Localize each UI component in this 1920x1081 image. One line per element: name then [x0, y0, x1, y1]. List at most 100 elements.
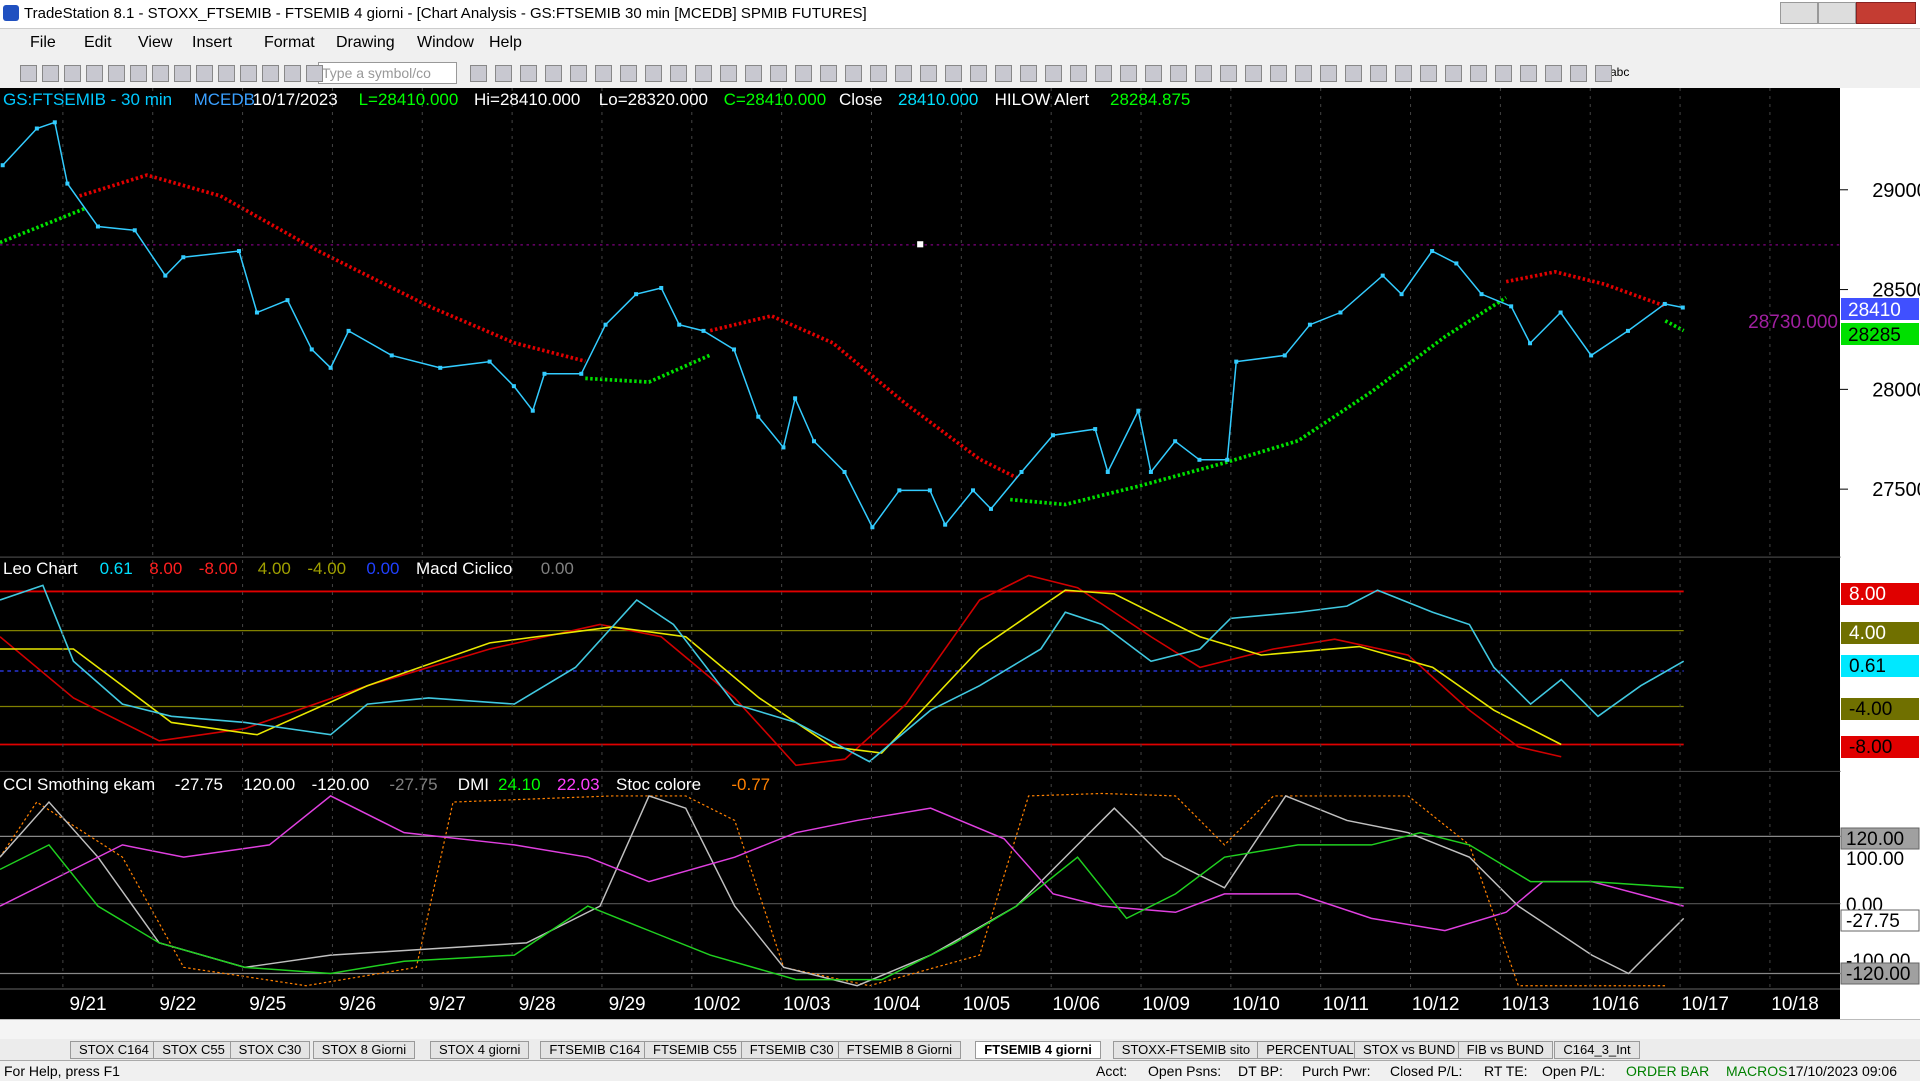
toolbar-button[interactable] — [995, 65, 1012, 82]
toolbar-button[interactable] — [820, 65, 837, 82]
toolbar-button[interactable] — [570, 65, 587, 82]
toolbar-button[interactable] — [284, 65, 301, 82]
toolbar-button[interactable] — [64, 65, 81, 82]
tab[interactable]: FTSEMIB C55 — [644, 1041, 746, 1059]
leo-axis-label: 8.00 — [1849, 584, 1886, 605]
status-text[interactable]: MACROS — [1726, 1063, 1788, 1079]
hilow-down — [1505, 269, 1666, 308]
toolbar-button[interactable] — [174, 65, 191, 82]
toolbar-button[interactable] — [495, 65, 512, 82]
tab[interactable]: STOX C30 — [229, 1041, 311, 1059]
toolbar-button[interactable] — [1445, 65, 1462, 82]
menu-item[interactable]: Window — [417, 34, 474, 51]
toolbar-button[interactable] — [770, 65, 787, 82]
tab[interactable]: STOX vs BUND — [1354, 1041, 1465, 1059]
toolbar-button[interactable] — [645, 65, 662, 82]
status-text: 17/10/2023 09:06 — [1788, 1063, 1897, 1079]
toolbar-button[interactable] — [240, 65, 257, 82]
toolbar-button[interactable] — [695, 65, 712, 82]
toolbar-button[interactable] — [1420, 65, 1437, 82]
tab[interactable]: STOX 4 giorni — [430, 1041, 530, 1059]
toolbar-button[interactable] — [1245, 65, 1262, 82]
text-tool[interactable]: abc — [1610, 65, 1630, 79]
toolbar-button[interactable] — [620, 65, 637, 82]
toolbar-button[interactable] — [20, 65, 37, 82]
toolbar-button[interactable] — [1520, 65, 1537, 82]
toolbar-button[interactable] — [1545, 65, 1562, 82]
toolbar-button[interactable] — [545, 65, 562, 82]
toolbar-button[interactable] — [720, 65, 737, 82]
toolbar-button[interactable] — [1320, 65, 1337, 82]
tab[interactable]: STOX C55 — [153, 1041, 234, 1059]
tab[interactable]: FTSEMIB 8 Giorni — [837, 1041, 962, 1059]
toolbar-button[interactable] — [1020, 65, 1037, 82]
tab[interactable]: FTSEMIB 4 giorni — [975, 1041, 1101, 1059]
toolbar-button[interactable] — [1070, 65, 1087, 82]
toolbar-button[interactable] — [1045, 65, 1062, 82]
symbol-input[interactable]: Type a symbol/co — [318, 62, 457, 84]
toolbar-button[interactable] — [870, 65, 887, 82]
menu-item[interactable]: Insert — [192, 34, 233, 51]
toolbar-button[interactable] — [1145, 65, 1162, 82]
toolbar-button[interactable] — [795, 65, 812, 82]
toolbar-button[interactable] — [196, 65, 213, 82]
tab[interactable]: FTSEMIB C30 — [740, 1041, 843, 1059]
toolbar-button[interactable] — [262, 65, 279, 82]
toolbar-button[interactable] — [1295, 65, 1312, 82]
price-point — [1430, 249, 1435, 254]
toolbar-button[interactable] — [970, 65, 987, 82]
toolbar-button[interactable] — [595, 65, 612, 82]
toolbar-button[interactable] — [1370, 65, 1387, 82]
tab[interactable]: STOX 8 Giorni — [312, 1041, 416, 1059]
toolbar-button[interactable] — [945, 65, 962, 82]
leo-axis-box — [1841, 698, 1919, 720]
toolbar-button[interactable] — [845, 65, 862, 82]
toolbar-button[interactable] — [306, 65, 323, 82]
toolbar-button[interactable] — [1120, 65, 1137, 82]
tab[interactable]: STOX C164 — [70, 1041, 158, 1059]
toolbar-button[interactable] — [670, 65, 687, 82]
menu-item[interactable]: File — [30, 34, 56, 51]
menu-item[interactable]: Edit — [84, 34, 112, 51]
scrollbar[interactable] — [0, 1019, 1920, 1039]
toolbar-button[interactable] — [1345, 65, 1362, 82]
maximize-button[interactable] — [1818, 2, 1856, 24]
price-point — [52, 120, 57, 125]
menu-item[interactable]: View — [138, 34, 173, 51]
tab[interactable]: STOXX-FTSEMIB sito — [1112, 1041, 1260, 1059]
toolbar-button[interactable] — [1595, 65, 1612, 82]
toolbar-button[interactable] — [1495, 65, 1512, 82]
toolbar-button[interactable] — [920, 65, 937, 82]
status-text[interactable]: ORDER BAR — [1626, 1063, 1710, 1079]
toolbar-button[interactable] — [130, 65, 147, 82]
toolbar-button[interactable] — [470, 65, 487, 82]
date-label: 10/18 — [1771, 994, 1819, 1015]
menu-item[interactable]: Drawing — [336, 34, 395, 51]
toolbar-button[interactable] — [108, 65, 125, 82]
tab[interactable]: FIB vs BUND — [1457, 1041, 1553, 1059]
minimize-button[interactable] — [1780, 2, 1818, 24]
toolbar-button[interactable] — [1220, 65, 1237, 82]
toolbar-button[interactable] — [895, 65, 912, 82]
close-button[interactable] — [1856, 2, 1916, 24]
toolbar-button[interactable] — [1570, 65, 1587, 82]
leo-axis-label: -8.00 — [1849, 737, 1892, 758]
tab[interactable]: FTSEMIB C164 — [540, 1041, 650, 1059]
toolbar-button[interactable] — [520, 65, 537, 82]
toolbar-button[interactable] — [1470, 65, 1487, 82]
toolbar-button[interactable] — [745, 65, 762, 82]
toolbar-button[interactable] — [1270, 65, 1287, 82]
toolbar-button[interactable] — [1395, 65, 1412, 82]
toolbar-button[interactable] — [42, 65, 59, 82]
menu-item[interactable]: Help — [489, 34, 522, 51]
toolbar-button[interactable] — [218, 65, 235, 82]
level-label: 28730.000 — [1748, 312, 1838, 333]
toolbar-button[interactable] — [1195, 65, 1212, 82]
toolbar-button[interactable] — [1170, 65, 1187, 82]
tab[interactable]: PERCENTUALE — [1257, 1041, 1372, 1059]
menu-item[interactable]: Format — [264, 34, 315, 51]
toolbar-button[interactable] — [152, 65, 169, 82]
tab[interactable]: C164_3_Int — [1554, 1041, 1640, 1059]
toolbar-button[interactable] — [1095, 65, 1112, 82]
toolbar-button[interactable] — [86, 65, 103, 82]
